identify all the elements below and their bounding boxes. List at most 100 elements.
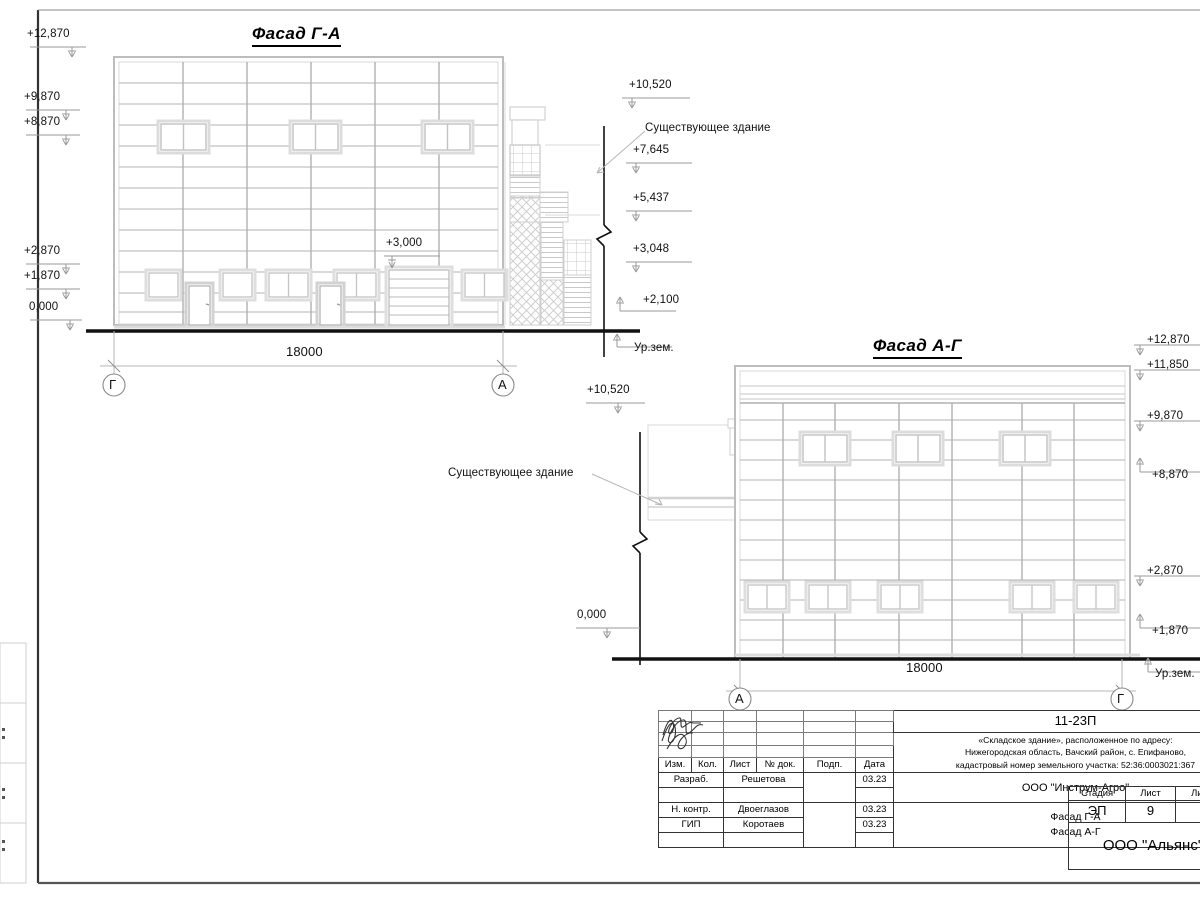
- facade2-upper-windows: [798, 430, 1052, 467]
- facade1-axis-label-left: Г: [109, 377, 117, 392]
- facade2-ground-label: Ур.зем.: [1155, 668, 1195, 680]
- tb-signature-controller: [660, 718, 856, 849]
- tb-sheet-value: 9: [1125, 800, 1176, 823]
- tb-blank: [803, 744, 856, 759]
- tb-object-line1: «Складское здание», расположенное по адр…: [978, 735, 1173, 745]
- facade1-door-right: [315, 281, 346, 327]
- tb-blank: [855, 710, 894, 722]
- tb-date-gip: 03.23: [855, 817, 894, 834]
- facade1-left-level-marks: [26, 46, 86, 331]
- tb-blank: [803, 732, 856, 746]
- tb-blank: [756, 710, 804, 722]
- tb-blank: [723, 787, 804, 804]
- tb-role-controller: Н. контр.: [658, 802, 724, 819]
- facade1-right-level-marks: [613, 97, 692, 348]
- facade2-title: Фасад А-Г: [873, 336, 962, 359]
- facade1-level-8870: +8,870: [24, 116, 61, 128]
- tb-header-izm: Изм.: [658, 757, 692, 774]
- facade2-lower-windows: [743, 580, 1120, 614]
- facade1-level-0000: 0,000: [29, 301, 59, 313]
- facade1-level-5437: +5,437: [633, 192, 670, 204]
- facade2-level-0000: 0,000: [577, 609, 607, 621]
- facade1-ground-label: Ур.зем.: [634, 342, 674, 354]
- tb-role-gip: ГИП: [658, 817, 724, 834]
- facade2-dimension-value: 18000: [906, 660, 943, 675]
- tb-blank: [723, 732, 757, 746]
- facade2-level-9870: +9,870: [1147, 410, 1184, 422]
- facade1-axis-bubble-left: [102, 373, 126, 397]
- facade1-door-left: [184, 281, 215, 327]
- tb-name-gip: Коротаев: [723, 817, 804, 834]
- tb-object-line3: кадастровый номер земельного участка: 52…: [955, 759, 1196, 770]
- facade1-level-10520: +10,520: [629, 79, 672, 91]
- facade1-level-1870: +1,870: [24, 270, 61, 282]
- facade1-dimension-value: 18000: [286, 344, 323, 359]
- facade1-axis-label-right: А: [498, 377, 507, 392]
- tb-stage-value: ЭП: [1067, 800, 1127, 823]
- facade1-existing-note: Существующее здание: [645, 122, 771, 134]
- facade2-level-12870: +12,870: [1147, 334, 1190, 346]
- facade1-level-7645: +7,645: [633, 144, 670, 156]
- tb-sheet-header: Лист: [1125, 786, 1176, 801]
- facade2-level-1870: +1,870: [1152, 625, 1189, 637]
- facade2-existing-block: [647, 418, 751, 521]
- tb-company: ООО "Альянс": [1068, 822, 1200, 870]
- tb-header-sign: Подп.: [803, 757, 856, 774]
- facade2-level-11850: +11,850: [1147, 359, 1189, 371]
- tb-header-date: Дата: [855, 757, 894, 774]
- tb-sheets-header: Листов: [1174, 786, 1200, 801]
- tb-header-list: Лист: [723, 757, 757, 774]
- tb-blank: [723, 744, 757, 759]
- facade2-axis-label-right: Г: [1117, 691, 1125, 706]
- title-block-stage: Стадия Лист Листов ЭП 9 19 ООО "Альянс": [1067, 786, 1200, 870]
- facade1-sectional-gate: [384, 265, 454, 327]
- tb-signature-developer: [661, 716, 856, 804]
- facade1-lower-windows: [144, 268, 509, 302]
- tb-blank: [756, 744, 804, 759]
- tb-header-kol: Кол.: [691, 757, 724, 774]
- facade1-upper-windows: [156, 119, 475, 155]
- tb-blank: [803, 721, 856, 733]
- tb-blank: [855, 787, 894, 804]
- facade1-dimension: [100, 331, 517, 374]
- tb-blank: [855, 721, 894, 733]
- facade1-existing-cutline: [595, 126, 613, 357]
- facade2-level-2870: +2,870: [1147, 565, 1184, 577]
- tb-sheets-value: 19: [1174, 800, 1200, 823]
- tb-blank: [855, 732, 894, 746]
- tb-blank: [756, 732, 804, 746]
- facade1-stair-tower: [504, 62, 600, 326]
- facade1-level-2100: +2,100: [643, 294, 680, 306]
- tb-date-controller: 03.23: [855, 802, 894, 819]
- facade2-level-10520: +10,520: [587, 384, 630, 396]
- facade1-level-12870: +12,870: [27, 28, 70, 40]
- facade1-axis-bubble-right: [491, 373, 515, 397]
- tb-object-description: «Складское здание», расположенное по адр…: [893, 731, 1200, 774]
- tb-role-developer: Разраб.: [658, 772, 724, 789]
- tb-blank: [756, 721, 804, 733]
- tb-blank: [658, 832, 724, 849]
- facade2-existing-cutline: [631, 432, 649, 665]
- tb-blank: [855, 832, 894, 849]
- tb-stage-header: Стадия: [1067, 786, 1127, 801]
- facade1-level-3048: +3,048: [633, 243, 670, 255]
- facade1-level-9870: +9,870: [24, 91, 61, 103]
- tb-name-controller: Двоеглазов: [723, 802, 804, 819]
- tb-header-doc: № док.: [756, 757, 804, 774]
- signature-icon: [661, 716, 701, 735]
- tb-blank: [723, 832, 804, 849]
- tb-blank: [803, 710, 856, 722]
- facade1-gate-level-mark: [384, 255, 440, 269]
- facade1-drawing: [26, 46, 692, 397]
- tb-project-code: 11-23П: [893, 710, 1200, 733]
- tb-name-developer: Решетова: [723, 772, 804, 789]
- facade1-existing-leader: [596, 130, 646, 174]
- facade2-level-8870: +8,870: [1152, 469, 1189, 481]
- facade2-left-level-marks: [576, 402, 645, 639]
- facade2-axis-label-left: А: [735, 691, 744, 706]
- tb-object-line2: Нижегородская область, Вачский район, с.…: [964, 747, 1187, 758]
- facade1-level-2870: +2,870: [24, 245, 61, 257]
- tb-date-developer: 03.23: [855, 772, 894, 789]
